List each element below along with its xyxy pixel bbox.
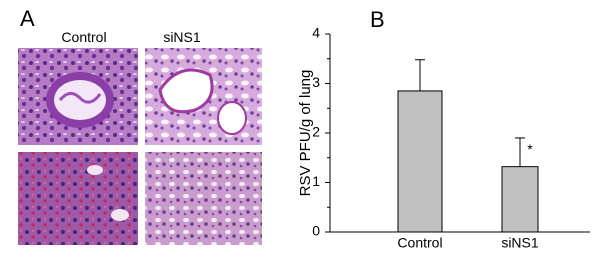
histology-control-alveoli <box>18 152 138 245</box>
y-tick-label: 4 <box>312 25 320 41</box>
bar <box>397 90 443 233</box>
histology-control-airway <box>18 48 138 145</box>
histology-sins1-alveoli <box>145 152 262 245</box>
column-label: siNS1 <box>163 29 201 45</box>
y-tick-label: 3 <box>312 74 320 90</box>
y-tick-label: 2 <box>312 124 320 140</box>
panel-label: B <box>370 7 385 32</box>
y-tick-label: 1 <box>312 173 320 189</box>
y-tick-label: 0 <box>312 223 320 239</box>
x-tick-label: siNS1 <box>501 235 539 251</box>
histology-sins1-airway <box>145 48 262 145</box>
panel-label: A <box>20 6 35 31</box>
x-tick-label: Control <box>397 235 442 251</box>
significance-marker: * <box>527 141 533 157</box>
column-label: Control <box>61 29 106 45</box>
bar <box>501 166 539 233</box>
y-axis-label: RSV PFU/g of lung <box>297 70 314 197</box>
